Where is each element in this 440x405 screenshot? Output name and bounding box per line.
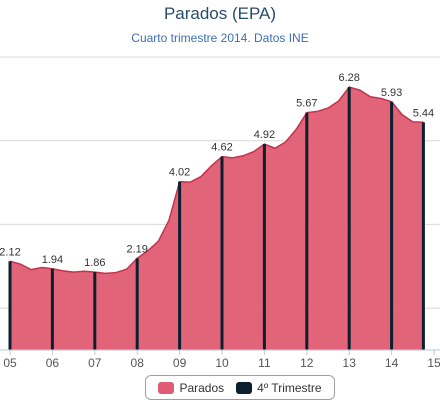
x-tick-label: 12 bbox=[300, 356, 314, 370]
column-4-trimestre bbox=[178, 181, 182, 350]
legend-item-parados[interactable]: Parados bbox=[158, 381, 224, 395]
area-parados bbox=[10, 87, 424, 350]
column-4-trimestre bbox=[93, 272, 97, 350]
legend-swatch-parados bbox=[158, 381, 175, 394]
column-4-trimestre bbox=[421, 122, 425, 350]
data-label: 5.44 bbox=[413, 107, 434, 119]
x-tick-label: 09 bbox=[173, 356, 187, 370]
x-tick-label: 08 bbox=[131, 356, 145, 370]
chart-canvas: 2.12 1.94 1.86 2.19 4.02 4.62 4.92 5.67 6.28 5.93… bbox=[0, 56, 440, 370]
x-tick-label: 11 bbox=[258, 356, 271, 370]
data-label: 5.67 bbox=[296, 98, 317, 110]
data-label: 5.93 bbox=[381, 87, 402, 99]
column-4-trimestre bbox=[262, 144, 266, 350]
x-tick-label: 14 bbox=[385, 356, 399, 370]
data-label: 4.92 bbox=[254, 129, 275, 141]
data-label: 6.28 bbox=[338, 72, 359, 84]
data-label: 2.12 bbox=[0, 246, 21, 258]
column-4-trimestre bbox=[8, 261, 12, 350]
x-tick-label: 13 bbox=[343, 356, 357, 370]
x-tick-label: 15 bbox=[427, 356, 440, 370]
x-tick-label: 07 bbox=[88, 356, 102, 370]
data-label: 2.19 bbox=[126, 243, 147, 255]
data-label: 1.86 bbox=[84, 257, 105, 269]
column-4-trimestre bbox=[390, 101, 394, 350]
data-label: 4.62 bbox=[211, 142, 232, 154]
data-label: 1.94 bbox=[42, 254, 63, 266]
chart-legend: Parados 4º Trimestre bbox=[145, 375, 335, 400]
legend-item-4-trimestre[interactable]: 4º Trimestre bbox=[236, 380, 322, 395]
column-4-trimestre bbox=[220, 156, 224, 350]
legend-label-4-trimestre: 4º Trimestre bbox=[257, 380, 322, 395]
chart-subtitle: Cuarto trimestre 2014. Datos INE bbox=[131, 31, 309, 45]
x-tick-label: 06 bbox=[46, 356, 60, 370]
x-tick-label: 05 bbox=[3, 356, 17, 370]
chart-title: Parados (EPA) bbox=[163, 4, 277, 23]
data-label: 4.02 bbox=[169, 167, 190, 179]
column-4-trimestre bbox=[305, 112, 309, 350]
column-4-trimestre bbox=[50, 268, 54, 350]
legend-label-parados: Parados bbox=[179, 380, 225, 395]
legend-swatch-4-trimestre bbox=[236, 381, 253, 394]
x-tick-label: 10 bbox=[215, 356, 229, 370]
column-4-trimestre bbox=[135, 258, 139, 350]
column-4-trimestre bbox=[347, 87, 351, 350]
line-parados bbox=[9, 86, 424, 275]
